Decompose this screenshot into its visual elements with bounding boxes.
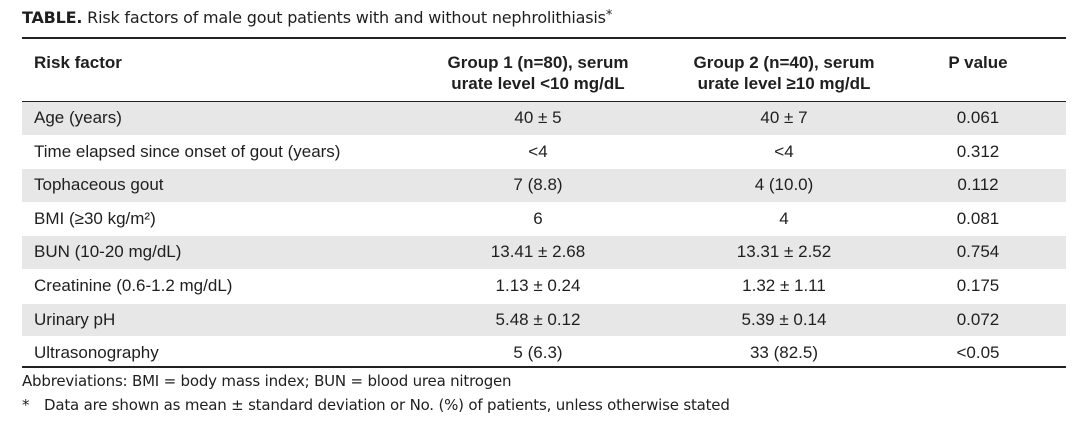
cell-p-value: 0.112 xyxy=(957,175,999,195)
cell-risk-factor: Tophaceous gout xyxy=(34,175,164,195)
caption-marker: * xyxy=(605,8,613,23)
data-footnote: * Data are shown as mean ± standard devia… xyxy=(22,396,730,414)
header-p-value: P value xyxy=(948,53,1008,72)
cell-p-value: 0.312 xyxy=(956,141,1000,161)
cell-group2: <4 xyxy=(774,141,794,161)
cell-p-value: 0.081 xyxy=(956,208,1000,228)
bottom-rule xyxy=(22,366,1066,368)
cell-group2: 40 ± 7 xyxy=(760,108,808,127)
cell-group2: 4 (10.0) xyxy=(754,175,814,195)
cell-p-value: 0.175 xyxy=(956,275,1000,295)
table-body: Age (years) 40 ± 5 40 ± 7 0.061 Time ela… xyxy=(22,102,1066,371)
cell-group1: 40 ± 5 xyxy=(514,108,562,127)
cell-risk-factor: BUN (10-20 mg/dL) xyxy=(34,242,182,262)
cell-group1: 6 xyxy=(533,208,543,228)
table-row: Time elapsed since onset of gout (years)… xyxy=(22,136,1066,170)
table-row: Tophaceous gout 7 (8.8) 4 (10.0) 0.112 xyxy=(22,169,1066,203)
cell-risk-factor: Ultrasonography xyxy=(34,343,159,363)
header-group1-line2: urate level <10 mg/dL xyxy=(451,74,625,93)
cell-risk-factor: BMI (≥30 kg/m²) xyxy=(34,208,156,228)
cell-group1: 1.13 ± 0.24 xyxy=(495,275,581,295)
footnote-text: Data are shown as mean ± standard deviat… xyxy=(44,396,730,414)
abbreviations-note: Abbreviations: BMI = body mass index; BU… xyxy=(22,372,512,390)
header-group1-line1: Group 1 (n=80), serum xyxy=(447,53,629,72)
table-row: Age (years) 40 ± 5 40 ± 7 0.061 xyxy=(22,102,1066,136)
cell-risk-factor: Urinary pH xyxy=(34,309,116,329)
table-caption: TABLE. Risk factors of male gout patient… xyxy=(22,8,612,27)
cell-group2: 1.32 ± 1.11 xyxy=(742,275,826,295)
cell-group2: 5.39 ± 0.14 xyxy=(741,309,827,329)
cell-risk-factor: Age (years) xyxy=(34,108,122,127)
cell-group2: 4 xyxy=(779,208,789,228)
header-group1: Group 1 (n=80), serum urate level <10 mg… xyxy=(388,52,688,100)
cell-p-value: 0.061 xyxy=(956,108,1000,127)
caption-text: Risk factors of male gout patients with … xyxy=(87,8,606,27)
cell-p-value: 0.072 xyxy=(956,309,1000,329)
cell-risk-factor: Creatinine (0.6-1.2 mg/dL) xyxy=(34,275,233,295)
table-row: BUN (10-20 mg/dL) 13.41 ± 2.68 13.31 ± 2… xyxy=(22,236,1066,270)
header-group2-line2: urate level ≥10 mg/dL xyxy=(697,74,871,93)
table-row: BMI (≥30 kg/m²) 6 4 0.081 xyxy=(22,203,1066,237)
cell-group1: 5 (6.3) xyxy=(513,343,563,363)
cell-group1: 5.48 ± 0.12 xyxy=(495,309,581,329)
cell-group2: 33 (82.5) xyxy=(749,343,819,363)
cell-group1: 13.41 ± 2.68 xyxy=(490,242,586,262)
cell-group1: 7 (8.8) xyxy=(513,175,563,195)
header-group2: Group 2 (n=40), serum urate level ≥10 mg… xyxy=(634,52,934,100)
cell-p-value: 0.754 xyxy=(956,242,1000,262)
cell-group2: 13.31 ± 2.52 xyxy=(736,242,832,262)
table-row: Ultrasonography 5 (6.3) 33 (82.5) <0.05 xyxy=(22,337,1066,371)
footnote-marker: * xyxy=(22,396,30,414)
table-row: Creatinine (0.6-1.2 mg/dL) 1.13 ± 0.24 1… xyxy=(22,270,1066,304)
header-risk-factor: Risk factor xyxy=(34,53,122,72)
table-row: Urinary pH 5.48 ± 0.12 5.39 ± 0.14 0.072 xyxy=(22,303,1066,338)
top-rule xyxy=(22,37,1066,39)
cell-p-value: <0.05 xyxy=(956,343,1000,363)
header-group2-line1: Group 2 (n=40), serum xyxy=(693,53,875,72)
cell-risk-factor: Time elapsed since onset of gout (years) xyxy=(34,141,341,161)
caption-label: TABLE. xyxy=(22,8,83,27)
cell-group1: <4 xyxy=(528,141,548,161)
